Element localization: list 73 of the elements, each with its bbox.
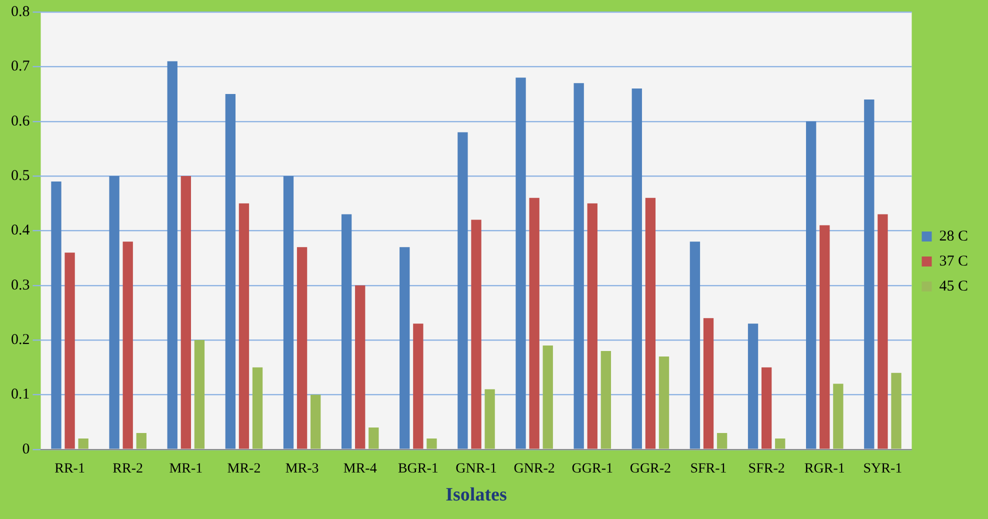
y-tick-label: 0.5 bbox=[11, 168, 30, 184]
bar bbox=[645, 198, 656, 449]
x-tick-label: MR-3 bbox=[285, 461, 319, 476]
bar bbox=[225, 94, 236, 449]
bar bbox=[600, 350, 612, 449]
bar bbox=[775, 438, 786, 449]
x-tick-label: SYR-1 bbox=[863, 461, 902, 476]
x-tick-label: GNR-1 bbox=[456, 461, 497, 476]
bar bbox=[238, 203, 250, 449]
y-tick-label: 0.1 bbox=[11, 386, 30, 403]
bar bbox=[471, 220, 482, 449]
bar bbox=[109, 176, 120, 449]
bar bbox=[296, 247, 308, 449]
bar bbox=[283, 176, 294, 449]
x-tick-label: GNR-2 bbox=[514, 461, 555, 476]
bar bbox=[122, 242, 133, 449]
bar bbox=[180, 176, 191, 449]
bar bbox=[458, 132, 468, 449]
bar bbox=[400, 247, 410, 449]
y-tick-label: 0.2 bbox=[11, 332, 30, 348]
bar bbox=[632, 88, 642, 449]
bar bbox=[833, 384, 844, 449]
bar bbox=[341, 214, 352, 449]
bar bbox=[878, 214, 888, 449]
legend-label: 45 C bbox=[939, 278, 968, 294]
bar bbox=[703, 318, 714, 449]
x-tick-label: RR-2 bbox=[112, 461, 144, 476]
bar bbox=[368, 428, 379, 449]
y-tick-label: 0.4 bbox=[11, 222, 30, 239]
x-tick-label: RGR-1 bbox=[804, 461, 845, 476]
bar bbox=[252, 367, 263, 449]
legend-label: 28 C bbox=[939, 228, 968, 244]
bar bbox=[529, 198, 540, 449]
bar bbox=[194, 340, 205, 449]
bar bbox=[136, 433, 146, 449]
bar bbox=[690, 242, 700, 449]
bar bbox=[587, 203, 598, 449]
y-tick-label: 0.3 bbox=[11, 277, 30, 294]
bar bbox=[355, 285, 366, 449]
bar bbox=[574, 83, 584, 449]
legend-label: 37 C bbox=[939, 253, 968, 270]
bar bbox=[413, 324, 424, 449]
x-tick-label: BGR-1 bbox=[398, 461, 438, 476]
x-tick-label: MR-1 bbox=[169, 461, 203, 476]
bar bbox=[891, 372, 902, 449]
bar bbox=[658, 356, 670, 449]
x-axis-title: Isolates bbox=[446, 484, 507, 506]
bar bbox=[864, 99, 874, 449]
x-tick-label: RR-1 bbox=[54, 461, 85, 476]
y-tick-label: 0.6 bbox=[11, 113, 30, 130]
bar bbox=[542, 346, 553, 449]
bar bbox=[426, 438, 437, 449]
y-tick-label: 0.7 bbox=[11, 58, 30, 75]
bar bbox=[806, 121, 816, 449]
bar bbox=[78, 438, 88, 449]
x-tick-label: SFR-2 bbox=[748, 461, 785, 476]
bar bbox=[167, 61, 178, 449]
x-tick-label: GGR-1 bbox=[572, 461, 613, 476]
bar bbox=[716, 433, 728, 449]
x-tick-label: MR-2 bbox=[227, 461, 261, 476]
bar bbox=[484, 389, 495, 449]
x-tick-label: MR-4 bbox=[343, 461, 377, 476]
x-tick-label: SFR-1 bbox=[690, 461, 727, 476]
bar bbox=[51, 181, 62, 449]
y-tick-label: 0.8 bbox=[11, 4, 30, 20]
bar bbox=[310, 394, 321, 449]
y-tick-label: 0 bbox=[22, 441, 30, 458]
x-tick-label: GGR-2 bbox=[630, 461, 672, 476]
bar bbox=[516, 78, 526, 449]
bar bbox=[820, 225, 830, 449]
bar bbox=[748, 324, 758, 449]
bar bbox=[762, 367, 772, 449]
bar bbox=[64, 252, 75, 449]
